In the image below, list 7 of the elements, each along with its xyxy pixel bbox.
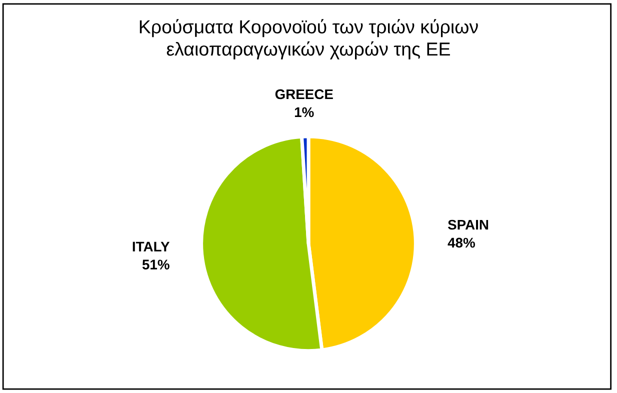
data-label: 1% [294,107,314,118]
slice-label: SPAIN [448,220,488,230]
data-label: 51% [142,260,170,270]
data-label: 48% [448,238,475,248]
slice-label: ITALY [132,242,170,252]
chart-title: Κρούσματα Κορονοϊού των τριών κύριων ελαιοπαραγωγικών χωρών της ΕΕ [140,19,478,60]
slice-label: GREECE [275,89,333,100]
